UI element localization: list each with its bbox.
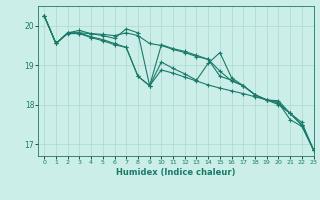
X-axis label: Humidex (Indice chaleur): Humidex (Indice chaleur) <box>116 168 236 177</box>
